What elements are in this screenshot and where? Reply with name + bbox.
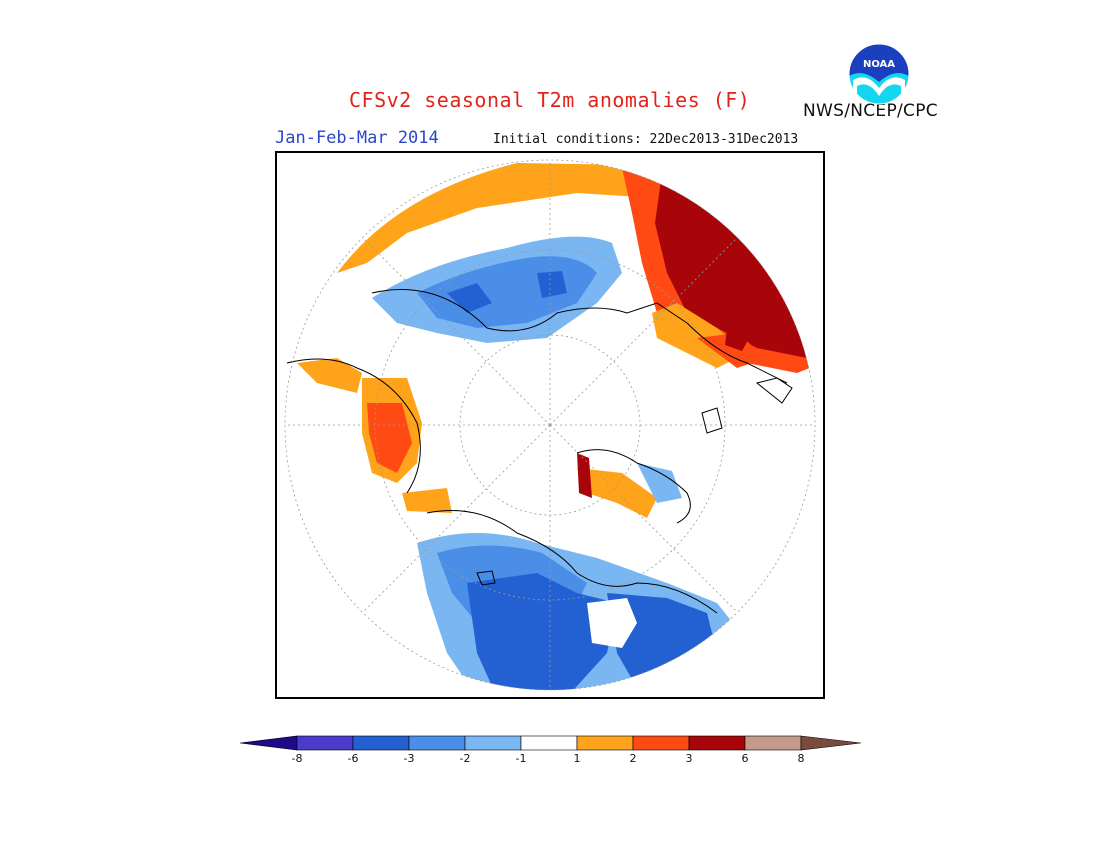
colorbar-tick-label: 8 xyxy=(797,752,805,765)
noaa-logo-icon: NOAA xyxy=(848,43,910,105)
colorbar-segment xyxy=(632,735,690,751)
anomaly-cold-siberia-3 xyxy=(447,283,492,313)
anomaly-cold-greenland xyxy=(637,463,682,503)
anomaly-warm-europe-2 xyxy=(655,173,815,358)
anomaly-cold-siberia-4 xyxy=(537,271,567,298)
colorbar-segment xyxy=(296,735,354,751)
agency-label: NWS/NCEP/CPC xyxy=(803,101,938,121)
anomaly-warm-europe-5 xyxy=(725,328,752,351)
colorbar-segment xyxy=(352,735,410,751)
anomaly-warm-europe-4 xyxy=(697,333,767,368)
colorbar-segment xyxy=(464,735,522,751)
colorbar-tick-label: 6 xyxy=(741,752,749,765)
colorbar-tick-label: 1 xyxy=(573,752,581,765)
chart-title: CFSv2 seasonal T2m anomalies (F) xyxy=(349,88,751,112)
coastlines xyxy=(286,289,793,614)
svg-text:NOAA: NOAA xyxy=(863,59,895,70)
colorbar-tick-label: -8 xyxy=(291,752,303,765)
colorbar-arrow-high xyxy=(800,735,862,751)
initial-conditions: Initial conditions: 22Dec2013-31Dec2013 xyxy=(493,132,799,147)
colorbar-segment xyxy=(688,735,746,751)
graticule xyxy=(285,160,815,690)
anomaly-hot-greenland xyxy=(577,453,592,498)
colorbar-tick-label: 2 xyxy=(629,752,637,765)
colorbar-tick-label: -1 xyxy=(515,752,527,765)
colorbar-segment xyxy=(744,735,802,751)
anomaly-warm-seasia xyxy=(517,163,617,185)
anomaly-warm-greenland xyxy=(577,468,657,518)
forecast-period: Jan-Feb-Mar 2014 xyxy=(275,128,439,148)
anomaly-map xyxy=(275,151,825,699)
colorbar xyxy=(240,735,862,751)
colorbar-segment xyxy=(520,735,578,751)
colorbar-arrow-low xyxy=(240,735,298,751)
polar-map-svg xyxy=(284,159,816,691)
anomaly-warm-nwterr xyxy=(402,488,452,513)
colorbar-segment xyxy=(576,735,634,751)
anomaly-warm-asia xyxy=(337,163,657,273)
anomaly-cold-na-3 xyxy=(467,573,617,690)
colorbar-tick-label: 3 xyxy=(685,752,693,765)
colorbar-tick-label: -3 xyxy=(403,752,415,765)
anomaly-warm-alaska-1 xyxy=(297,358,362,393)
anomaly-white-hudson xyxy=(587,598,637,648)
anomaly-warm-alaska-3 xyxy=(367,403,412,473)
colorbar-tick-label: -6 xyxy=(347,752,359,765)
colorbar-segment xyxy=(408,735,466,751)
colorbar-tick-label: -2 xyxy=(459,752,471,765)
